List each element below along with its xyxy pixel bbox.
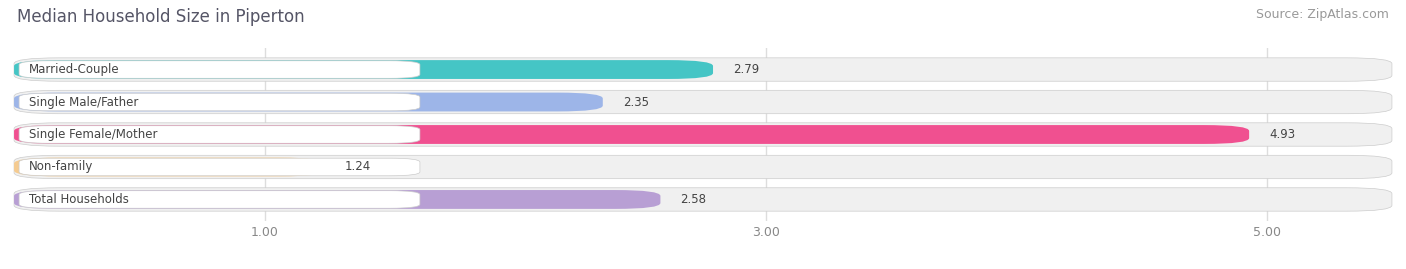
Text: 1.24: 1.24: [344, 161, 371, 174]
FancyBboxPatch shape: [14, 188, 1392, 211]
Text: 2.58: 2.58: [681, 193, 706, 206]
FancyBboxPatch shape: [20, 158, 420, 176]
FancyBboxPatch shape: [14, 125, 1249, 144]
FancyBboxPatch shape: [14, 190, 661, 209]
Text: Total Households: Total Households: [30, 193, 129, 206]
FancyBboxPatch shape: [14, 93, 603, 111]
Text: 4.93: 4.93: [1270, 128, 1295, 141]
FancyBboxPatch shape: [20, 191, 420, 208]
FancyBboxPatch shape: [14, 60, 713, 79]
FancyBboxPatch shape: [14, 123, 1392, 146]
FancyBboxPatch shape: [14, 155, 1392, 179]
Text: Single Male/Father: Single Male/Father: [30, 95, 138, 108]
FancyBboxPatch shape: [14, 90, 1392, 114]
FancyBboxPatch shape: [14, 58, 1392, 81]
FancyBboxPatch shape: [20, 61, 420, 78]
Text: Source: ZipAtlas.com: Source: ZipAtlas.com: [1256, 8, 1389, 21]
FancyBboxPatch shape: [14, 158, 325, 176]
FancyBboxPatch shape: [20, 93, 420, 111]
Text: Married-Couple: Married-Couple: [30, 63, 120, 76]
Text: Single Female/Mother: Single Female/Mother: [30, 128, 157, 141]
Text: 2.79: 2.79: [733, 63, 759, 76]
Text: 2.35: 2.35: [623, 95, 648, 108]
Text: Non-family: Non-family: [30, 161, 93, 174]
Text: Median Household Size in Piperton: Median Household Size in Piperton: [17, 8, 305, 26]
FancyBboxPatch shape: [20, 126, 420, 143]
